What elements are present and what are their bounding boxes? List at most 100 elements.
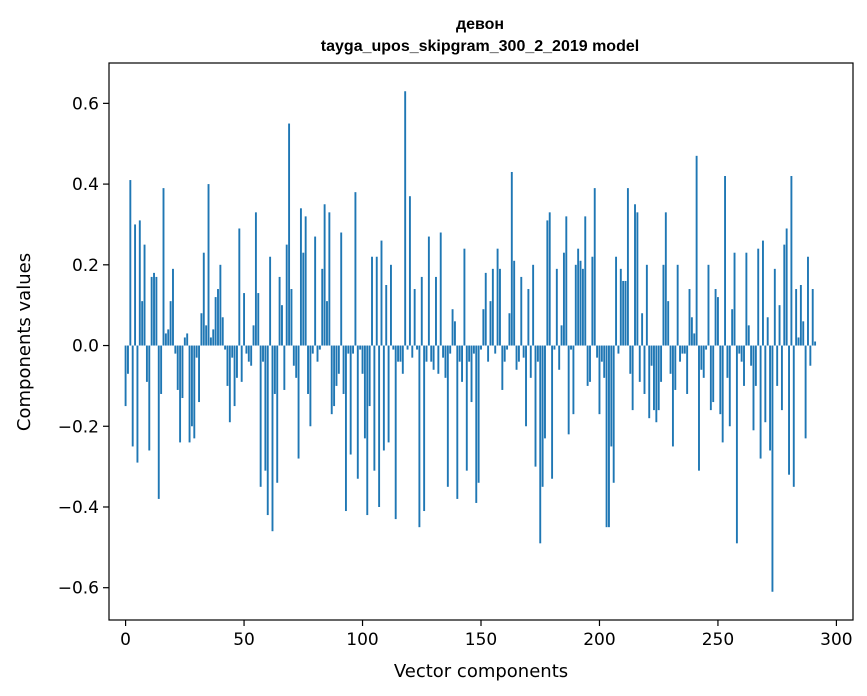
bar	[311, 345, 314, 354]
bar	[721, 345, 724, 443]
bar	[172, 268, 174, 346]
bar	[456, 345, 459, 499]
bar	[788, 345, 790, 475]
bar	[236, 345, 238, 378]
bar	[522, 345, 525, 358]
bar	[624, 280, 627, 346]
bar	[449, 345, 452, 354]
bar	[726, 345, 729, 378]
bar	[458, 345, 461, 362]
bar	[544, 345, 546, 439]
bar	[169, 301, 172, 346]
bar	[565, 216, 568, 346]
chart-title-line1: девон	[456, 16, 504, 33]
y-tick-label: 0.2	[72, 256, 99, 276]
y-tick-label: −0.6	[58, 579, 99, 599]
bar	[245, 345, 248, 354]
bar	[572, 345, 575, 415]
bar	[567, 345, 570, 435]
bar	[598, 345, 601, 415]
bar	[501, 345, 504, 390]
bar	[520, 276, 523, 346]
bar	[387, 345, 390, 443]
bar	[643, 345, 646, 394]
x-tick-label: 200	[583, 630, 615, 650]
bar	[205, 325, 208, 346]
bar	[536, 345, 539, 362]
bar	[401, 345, 404, 374]
y-tick-label: 0.4	[72, 175, 99, 195]
bar	[461, 345, 463, 382]
bar	[570, 345, 572, 350]
bar	[506, 345, 509, 350]
bar	[299, 208, 302, 346]
bar	[138, 220, 141, 346]
bar	[323, 204, 326, 346]
bar	[731, 309, 734, 346]
bar	[150, 276, 153, 346]
bar	[799, 284, 802, 346]
bar	[468, 345, 471, 362]
bar	[705, 345, 708, 350]
bar	[437, 345, 440, 374]
bar	[541, 345, 544, 487]
plot-frame	[108, 62, 854, 621]
bar	[517, 345, 520, 362]
bar	[724, 176, 726, 346]
chart-title-line2: tayga_upos_skipgram_300_2_2019 model	[321, 38, 639, 55]
bar	[164, 333, 167, 346]
bar	[141, 301, 144, 346]
y-tick-label: −0.4	[58, 498, 99, 518]
bar	[202, 252, 205, 346]
bar	[136, 345, 139, 463]
bar	[496, 248, 499, 346]
bar	[442, 345, 445, 358]
bar	[648, 345, 651, 419]
bar	[335, 345, 338, 386]
bar	[259, 345, 262, 487]
bar	[738, 345, 741, 354]
bar	[683, 345, 686, 354]
bar	[228, 345, 231, 423]
bar	[593, 188, 596, 346]
bar	[712, 345, 715, 403]
bar	[555, 268, 558, 346]
bar	[546, 220, 549, 346]
bar	[266, 345, 269, 516]
bar	[660, 345, 663, 382]
bar	[430, 345, 433, 362]
bar	[257, 293, 260, 346]
bar	[262, 345, 264, 362]
y-axis-label: Components values	[14, 253, 35, 431]
bar	[612, 345, 615, 483]
bar	[288, 123, 291, 346]
bar	[525, 345, 527, 427]
bar	[278, 276, 281, 346]
bar	[186, 333, 189, 346]
bar	[662, 264, 665, 346]
bar	[304, 216, 307, 346]
y-tick-label: 0.0	[72, 337, 99, 357]
bar	[641, 313, 644, 346]
bar	[785, 228, 788, 346]
bar	[638, 345, 641, 382]
bar	[153, 272, 155, 346]
bar	[560, 325, 563, 346]
bar	[382, 345, 385, 451]
bar	[797, 337, 800, 346]
bar	[247, 345, 250, 362]
bar	[764, 345, 767, 423]
bar	[539, 345, 542, 544]
bar	[676, 264, 679, 346]
bar	[207, 184, 210, 346]
bar	[354, 192, 357, 346]
bar	[754, 345, 757, 386]
bar	[390, 264, 392, 346]
bar	[406, 345, 409, 350]
bar	[134, 224, 137, 346]
y-tick-label: 0.6	[72, 94, 99, 114]
bar	[344, 345, 347, 512]
y-axis-ticks: −0.6 −0.4 −0.2 0.0 0.2 0.4 0.6	[58, 94, 109, 599]
bar	[316, 345, 319, 362]
bar	[655, 345, 658, 423]
